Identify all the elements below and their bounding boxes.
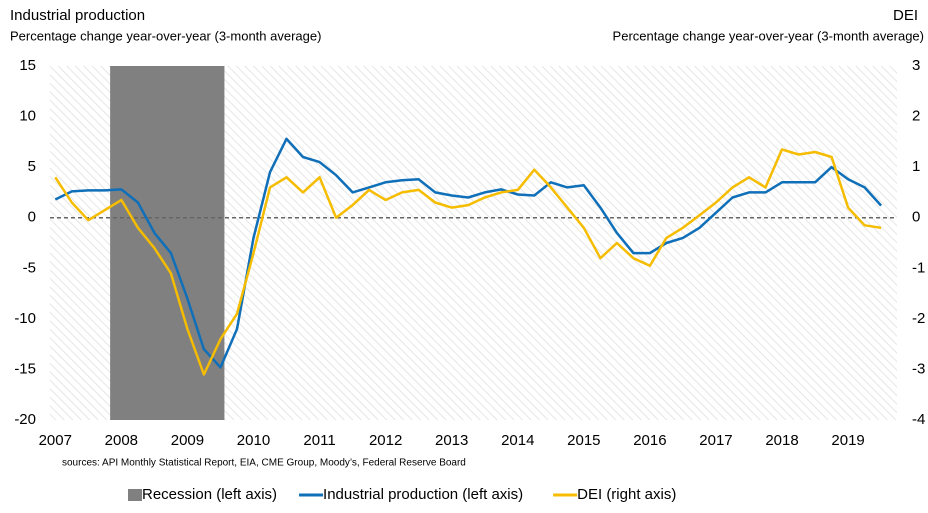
x-tick-label: 2011 xyxy=(303,432,335,449)
subtitle: Percentage change year-over-year (3-mont… xyxy=(10,28,321,43)
x-tick-label: 2016 xyxy=(633,432,666,449)
x-tick-label: 2007 xyxy=(39,432,72,449)
y-tick-label: 15 xyxy=(19,57,36,74)
y2-tick-label: 2 xyxy=(912,108,920,125)
x-tick-label: 2019 xyxy=(831,432,864,449)
series-line xyxy=(54,137,883,369)
x-tick-label: 2008 xyxy=(105,432,138,449)
y2-tick-label: -2 xyxy=(912,310,925,327)
y-tick-label: 0 xyxy=(28,209,36,226)
y2-tick-label: -4 xyxy=(912,411,925,428)
legend-label: Industrial production (left axis) xyxy=(323,486,523,503)
legend-label: Recession (left axis) xyxy=(142,486,277,503)
y2-tick-label: -3 xyxy=(912,360,925,377)
y-tick-label: -10 xyxy=(14,310,36,327)
y2-tick-label: 3 xyxy=(912,57,920,74)
y2-subtitle: Percentage change year-over-year (3-mont… xyxy=(613,28,924,43)
y2-tick-label: 1 xyxy=(912,158,920,175)
y2-tick-label: 0 xyxy=(912,209,920,226)
x-tick-label: 2014 xyxy=(501,432,534,449)
recession-band xyxy=(110,66,225,420)
legend-swatch xyxy=(128,489,142,501)
source-note: sources: API Monthly Statistical Report,… xyxy=(62,458,466,469)
x-tick-label: 2017 xyxy=(699,432,732,449)
x-tick-label: 2009 xyxy=(171,432,204,449)
y2-tick-label: -1 xyxy=(912,259,925,276)
y-tick-label: 10 xyxy=(19,108,36,125)
y-tick-label: -20 xyxy=(14,411,36,428)
x-tick-label: 2012 xyxy=(369,432,402,449)
x-tick-label: 2013 xyxy=(435,432,468,449)
legend-label: DEI (right axis) xyxy=(577,486,676,503)
chart-title: Industrial production xyxy=(10,7,145,24)
x-tick-label: 2015 xyxy=(567,432,600,449)
x-tick-label: 2010 xyxy=(237,432,270,449)
y2-title: DEI xyxy=(893,7,918,24)
x-tick-label: 2018 xyxy=(765,432,798,449)
y-tick-label: -15 xyxy=(14,360,36,377)
y-tick-label: 5 xyxy=(28,158,36,175)
y-tick-label: -5 xyxy=(23,259,36,276)
series-line xyxy=(54,148,882,376)
